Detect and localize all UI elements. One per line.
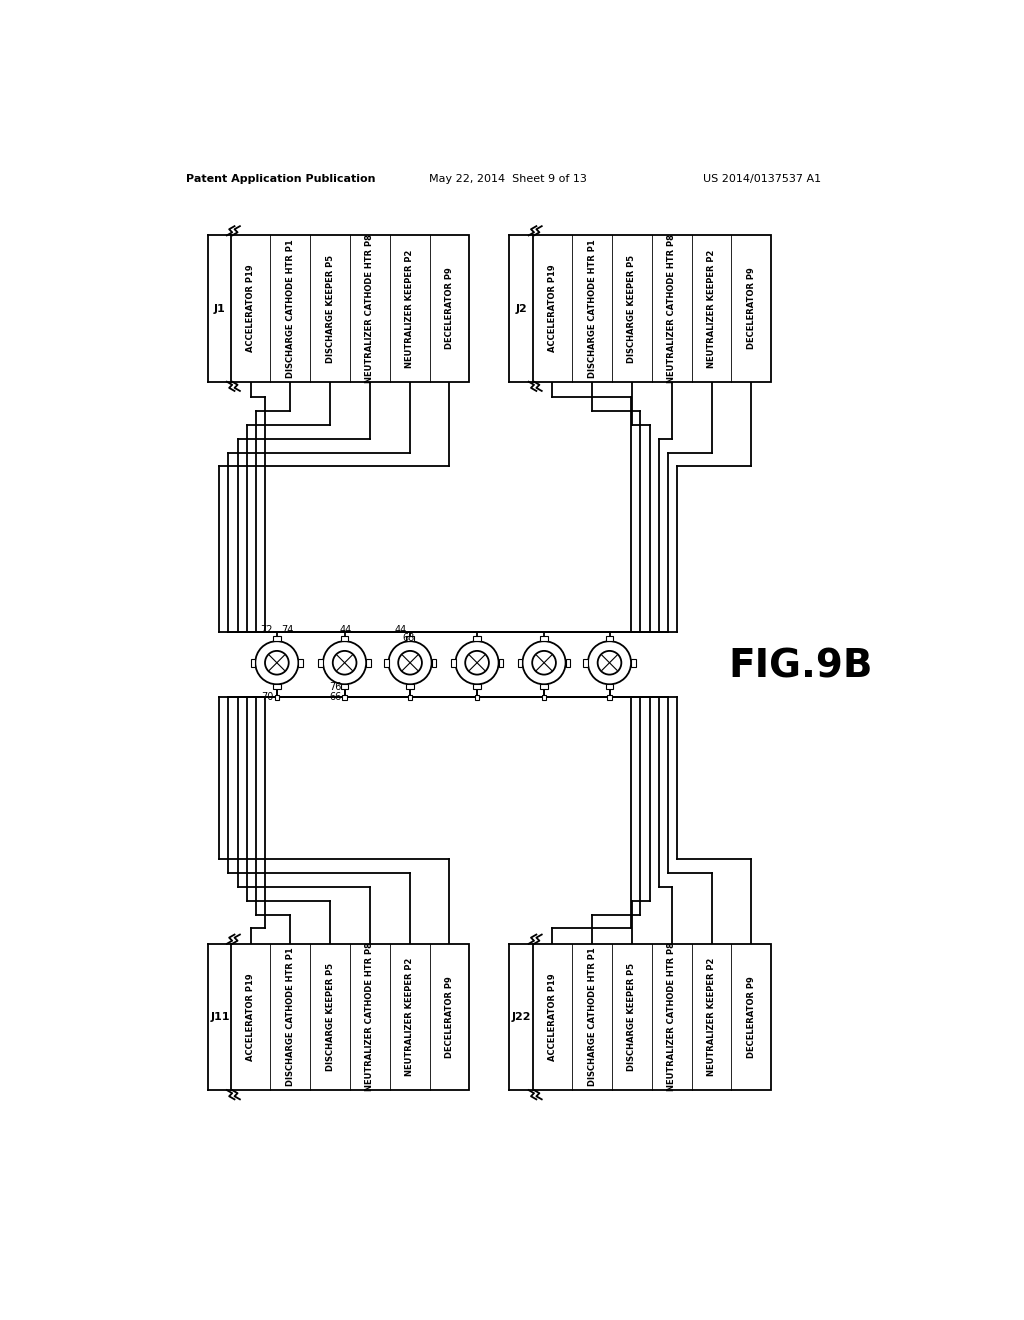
Circle shape (398, 651, 422, 675)
Text: J22: J22 (512, 1012, 531, 1022)
Text: DECELERATOR P9: DECELERATOR P9 (746, 975, 756, 1057)
Bar (518, 659, 522, 667)
Text: 68: 68 (402, 634, 415, 643)
Bar (532, 944, 771, 1090)
Bar (230, 944, 469, 1090)
Text: DISCHARGE CATHODE HTR P1: DISCHARGE CATHODE HTR P1 (588, 948, 597, 1086)
Bar (407, 636, 414, 642)
Text: DISCHARGE CATHODE HTR P1: DISCHARGE CATHODE HTR P1 (588, 239, 597, 378)
Text: J11: J11 (210, 1012, 229, 1022)
Text: NEUTRALIZER KEEPER P2: NEUTRALIZER KEEPER P2 (406, 249, 414, 368)
Circle shape (323, 642, 367, 684)
Bar (606, 636, 613, 642)
Bar (408, 696, 413, 700)
Bar (274, 696, 280, 700)
Text: US 2014/0137537 A1: US 2014/0137537 A1 (702, 174, 821, 185)
Text: ACCELERATOR P19: ACCELERATOR P19 (548, 973, 557, 1061)
Text: NEUTRALIZER KEEPER P2: NEUTRALIZER KEEPER P2 (707, 958, 716, 1076)
Bar (475, 696, 479, 700)
Text: DISCHARGE KEEPER P5: DISCHARGE KEEPER P5 (326, 255, 335, 363)
Text: DISCHARGE KEEPER P5: DISCHARGE KEEPER P5 (326, 962, 335, 1071)
Bar (230, 235, 469, 381)
Text: NEUTRALIZER KEEPER P2: NEUTRALIZER KEEPER P2 (406, 958, 414, 1076)
Bar (251, 659, 255, 667)
Bar (499, 659, 504, 667)
Bar (606, 684, 613, 689)
Circle shape (456, 642, 499, 684)
Text: ACCELERATOR P19: ACCELERATOR P19 (246, 265, 255, 352)
Bar (273, 636, 281, 642)
Text: DISCHARGE CATHODE HTR P1: DISCHARGE CATHODE HTR P1 (286, 948, 295, 1086)
Bar (473, 684, 481, 689)
Circle shape (388, 642, 432, 684)
Text: DISCHARGE CATHODE HTR P1: DISCHARGE CATHODE HTR P1 (286, 239, 295, 378)
Bar (541, 684, 548, 689)
Text: DISCHARGE KEEPER P5: DISCHARGE KEEPER P5 (628, 962, 637, 1071)
Bar (584, 659, 588, 667)
Bar (473, 636, 481, 642)
Text: 44: 44 (394, 626, 407, 635)
Text: NEUTRALIZER CATHODE HTR P8: NEUTRALIZER CATHODE HTR P8 (366, 234, 375, 383)
Bar (298, 659, 303, 667)
Bar (607, 696, 611, 700)
Circle shape (522, 642, 565, 684)
Text: J1: J1 (214, 304, 225, 314)
Text: May 22, 2014  Sheet 9 of 13: May 22, 2014 Sheet 9 of 13 (429, 174, 587, 185)
Circle shape (255, 642, 298, 684)
Bar (541, 636, 548, 642)
Circle shape (465, 651, 488, 675)
Text: Patent Application Publication: Patent Application Publication (186, 174, 376, 185)
Circle shape (333, 651, 356, 675)
Text: 76: 76 (329, 682, 342, 693)
Bar (341, 636, 348, 642)
Bar (631, 659, 636, 667)
Circle shape (265, 651, 289, 675)
Text: 44: 44 (340, 626, 352, 635)
Text: DECELERATOR P9: DECELERATOR P9 (445, 268, 454, 350)
Text: DECELERATOR P9: DECELERATOR P9 (746, 268, 756, 350)
Bar (384, 659, 388, 667)
Bar (342, 696, 347, 700)
Text: DECELERATOR P9: DECELERATOR P9 (445, 975, 454, 1057)
Text: ACCELERATOR P19: ACCELERATOR P19 (246, 973, 255, 1061)
Text: NEUTRALIZER KEEPER P2: NEUTRALIZER KEEPER P2 (707, 249, 716, 368)
Bar (318, 659, 323, 667)
Text: J2: J2 (516, 304, 527, 314)
Bar (565, 659, 570, 667)
Bar (367, 659, 371, 667)
Circle shape (532, 651, 556, 675)
Text: 72: 72 (260, 626, 272, 635)
Bar (407, 684, 414, 689)
Bar (532, 235, 771, 381)
Bar (432, 659, 436, 667)
Text: 66: 66 (330, 692, 342, 702)
Text: NEUTRALIZER CATHODE HTR P8: NEUTRALIZER CATHODE HTR P8 (366, 942, 375, 1092)
Bar (542, 696, 547, 700)
Text: DISCHARGE KEEPER P5: DISCHARGE KEEPER P5 (628, 255, 637, 363)
Circle shape (598, 651, 622, 675)
Text: ACCELERATOR P19: ACCELERATOR P19 (548, 265, 557, 352)
Text: FIG.9B: FIG.9B (728, 648, 872, 685)
Bar (273, 684, 281, 689)
Bar (451, 659, 456, 667)
Text: 74: 74 (282, 626, 294, 635)
Text: NEUTRALIZER CATHODE HTR P8: NEUTRALIZER CATHODE HTR P8 (668, 234, 676, 383)
Bar (341, 684, 348, 689)
Circle shape (588, 642, 631, 684)
Text: NEUTRALIZER CATHODE HTR P8: NEUTRALIZER CATHODE HTR P8 (668, 942, 676, 1092)
Text: 70: 70 (261, 692, 273, 702)
